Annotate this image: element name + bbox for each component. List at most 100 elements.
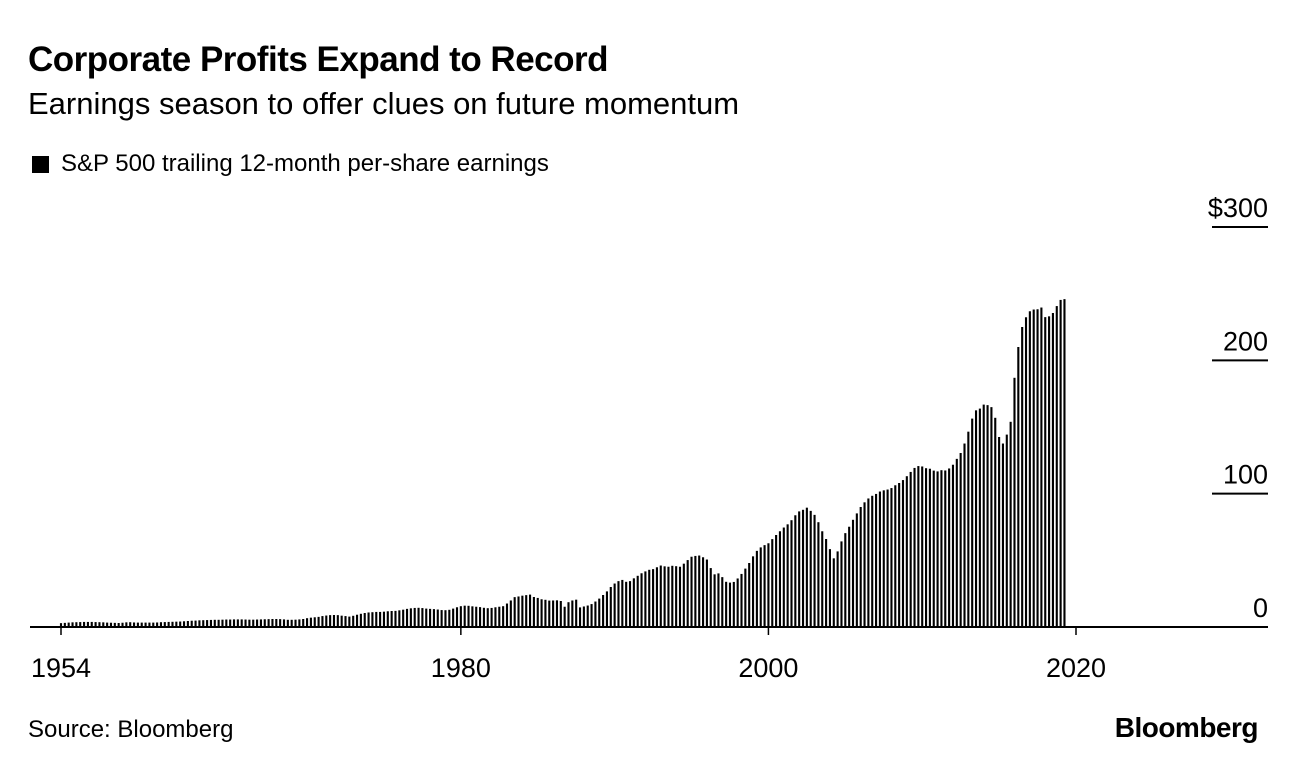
bar bbox=[344, 616, 347, 627]
bar bbox=[544, 599, 547, 627]
bar bbox=[271, 619, 274, 627]
bar bbox=[851, 519, 855, 627]
bar bbox=[125, 622, 128, 627]
bar bbox=[136, 622, 139, 627]
bar bbox=[329, 615, 332, 627]
bar bbox=[94, 622, 97, 627]
bar bbox=[248, 619, 251, 627]
x-tick-label: 1980 bbox=[431, 653, 491, 683]
bar bbox=[798, 511, 801, 627]
bar bbox=[1032, 309, 1035, 627]
bar bbox=[386, 611, 389, 627]
bar bbox=[302, 619, 305, 627]
bar bbox=[1024, 317, 1028, 627]
bar bbox=[194, 620, 197, 627]
bar bbox=[140, 622, 143, 627]
bar bbox=[509, 600, 512, 627]
bar bbox=[1040, 307, 1043, 627]
y-tick-label: 200 bbox=[1223, 326, 1268, 356]
bar bbox=[298, 619, 301, 627]
bar bbox=[748, 563, 751, 627]
bar bbox=[867, 498, 870, 627]
bar bbox=[321, 616, 324, 627]
bar bbox=[236, 619, 239, 627]
bar bbox=[502, 606, 505, 627]
bar bbox=[148, 622, 151, 627]
bar bbox=[286, 619, 289, 627]
bar bbox=[1009, 421, 1012, 627]
bar bbox=[817, 522, 820, 627]
bar bbox=[279, 619, 282, 627]
bar bbox=[578, 607, 582, 627]
bar bbox=[571, 600, 574, 627]
bar bbox=[213, 619, 216, 627]
bar bbox=[990, 407, 993, 627]
bar bbox=[994, 417, 997, 627]
bar bbox=[109, 622, 113, 627]
y-tick-label: 100 bbox=[1223, 460, 1268, 490]
bar bbox=[648, 569, 651, 627]
bar bbox=[652, 569, 655, 627]
bar bbox=[602, 595, 605, 627]
bar bbox=[452, 608, 455, 627]
bar bbox=[986, 405, 989, 627]
bar bbox=[563, 606, 566, 627]
bar bbox=[179, 621, 182, 627]
bar bbox=[675, 566, 678, 627]
bar bbox=[636, 575, 639, 627]
bar bbox=[728, 582, 732, 627]
bar bbox=[1017, 347, 1020, 627]
bar bbox=[801, 509, 805, 627]
bar bbox=[1028, 311, 1031, 627]
bar bbox=[540, 599, 543, 627]
bar bbox=[59, 623, 63, 627]
bar bbox=[655, 567, 658, 627]
legend-swatch bbox=[32, 155, 49, 173]
bar bbox=[751, 556, 755, 627]
bar bbox=[525, 595, 528, 627]
bar bbox=[259, 619, 262, 627]
bar bbox=[490, 607, 493, 627]
bar bbox=[71, 622, 74, 627]
bar bbox=[275, 619, 278, 627]
bar bbox=[905, 476, 908, 627]
bar bbox=[790, 520, 793, 627]
bar bbox=[548, 600, 551, 627]
bar bbox=[413, 607, 416, 627]
bar bbox=[782, 527, 785, 627]
bar bbox=[67, 622, 70, 627]
bar-series bbox=[59, 299, 1066, 627]
bar bbox=[974, 410, 978, 627]
bar bbox=[190, 620, 193, 627]
bar bbox=[940, 470, 943, 627]
bar bbox=[267, 619, 270, 627]
bar bbox=[375, 611, 378, 627]
bar bbox=[282, 619, 286, 627]
bar bbox=[736, 578, 739, 627]
bar bbox=[836, 551, 839, 627]
bar bbox=[778, 531, 782, 627]
bar bbox=[83, 621, 86, 627]
bar bbox=[63, 622, 66, 627]
bar bbox=[878, 491, 881, 627]
x-tick-label: 1954 bbox=[31, 653, 91, 683]
bar bbox=[702, 557, 705, 627]
bar bbox=[925, 468, 928, 627]
bar bbox=[459, 606, 462, 627]
bar bbox=[482, 607, 485, 627]
bar bbox=[740, 573, 743, 627]
bar bbox=[755, 550, 758, 627]
bar bbox=[928, 468, 931, 627]
bar bbox=[882, 490, 885, 627]
bar bbox=[686, 560, 689, 627]
bar bbox=[229, 619, 232, 627]
bar bbox=[586, 605, 589, 627]
bar bbox=[890, 488, 893, 627]
bar bbox=[682, 563, 685, 627]
bar bbox=[202, 620, 205, 627]
x-axis: 1954 1980 2000 2020 bbox=[30, 626, 1268, 683]
bar bbox=[767, 543, 770, 627]
bar bbox=[86, 621, 89, 627]
bar bbox=[336, 615, 339, 627]
bar bbox=[1051, 313, 1054, 627]
